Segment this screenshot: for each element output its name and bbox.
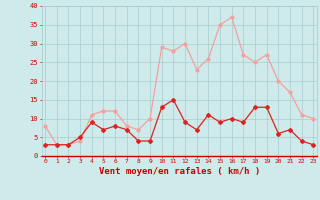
X-axis label: Vent moyen/en rafales ( km/h ): Vent moyen/en rafales ( km/h ) [99,167,260,176]
